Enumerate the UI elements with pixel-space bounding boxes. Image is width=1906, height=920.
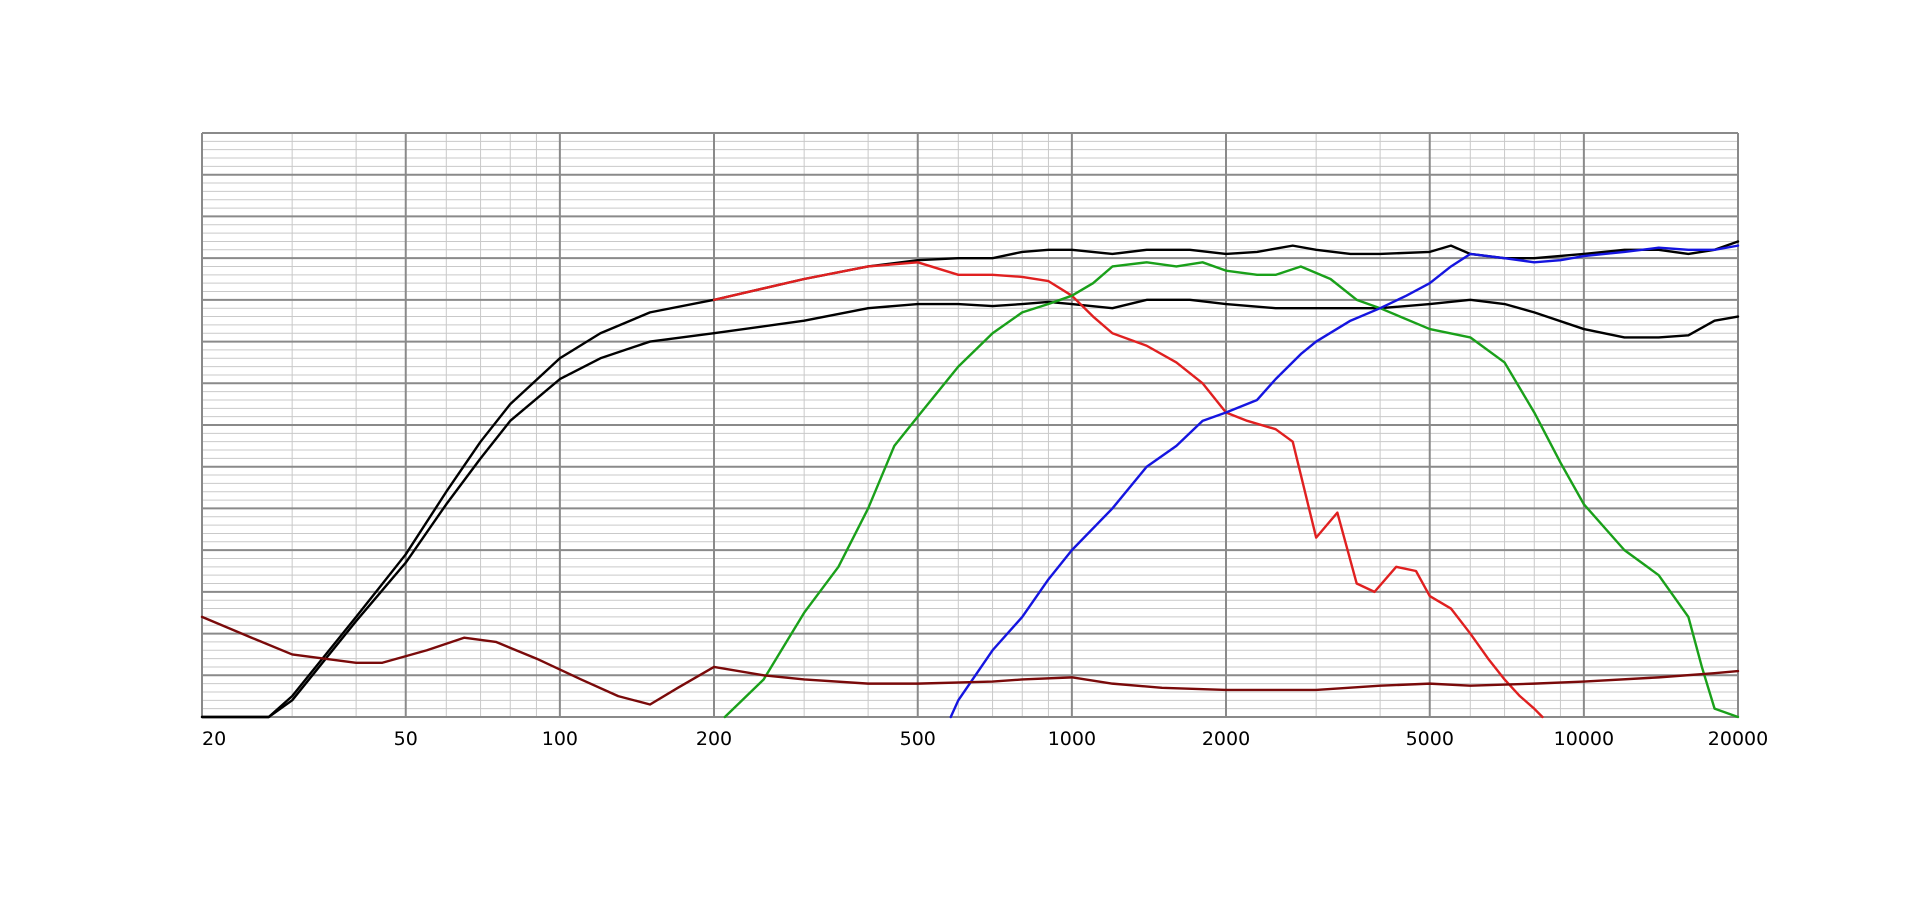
- x-tick-label: 20: [202, 728, 226, 750]
- major-gridlines: [201, 132, 1739, 718]
- x-tick-labels: 20 50 100 200 500 1000 2000 5000 10000 20000: [202, 728, 1768, 750]
- x-tick-label: 100: [542, 728, 578, 750]
- x-tick-label: 50: [394, 728, 418, 750]
- x-tick-label: 2000: [1202, 728, 1250, 750]
- series-line-1: [200, 240, 1740, 719]
- x-tick-label: 200: [696, 728, 732, 750]
- series-line-3: [712, 261, 1544, 719]
- series-line-5: [949, 244, 1740, 719]
- x-tick-label: 500: [900, 728, 936, 750]
- x-tick-label: 5000: [1406, 728, 1454, 750]
- series-line-2: [200, 298, 1740, 719]
- x-tick-label: 20000: [1708, 728, 1768, 750]
- series-layer: [200, 240, 1740, 719]
- x-tick-label: 1000: [1048, 728, 1096, 750]
- series-line-4: [723, 261, 1740, 719]
- x-tick-label: 10000: [1554, 728, 1614, 750]
- series-line-6: [200, 615, 1740, 706]
